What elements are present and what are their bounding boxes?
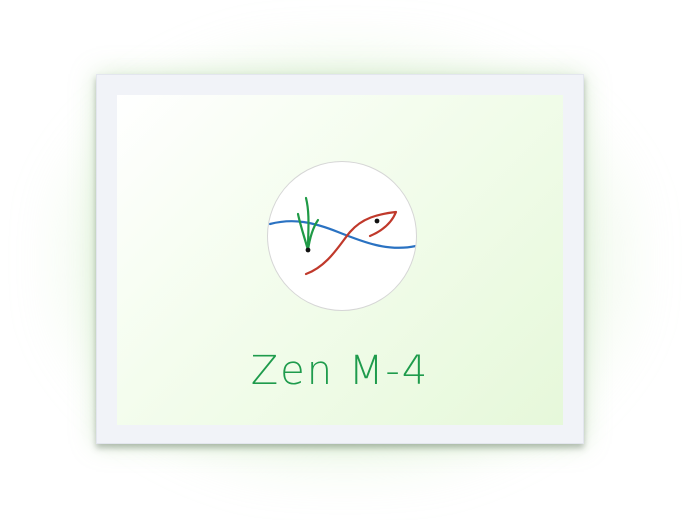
app-title: Zen M-4 [250, 348, 430, 394]
grass-root-dot [305, 247, 311, 253]
fish-eye-dot [374, 218, 380, 224]
top-strip [478, 0, 552, 8]
splash-panel: Zen M-4 [117, 95, 563, 425]
fish-body-icon [304, 210, 398, 276]
logo-svg [268, 196, 416, 276]
grass-blade-icon [296, 212, 310, 252]
fish-and-grass-logo-icon [267, 161, 417, 311]
grass-blade-icon [306, 218, 320, 252]
water-wave-icon [268, 220, 416, 249]
splash-card: Zen M-4 [96, 74, 584, 444]
